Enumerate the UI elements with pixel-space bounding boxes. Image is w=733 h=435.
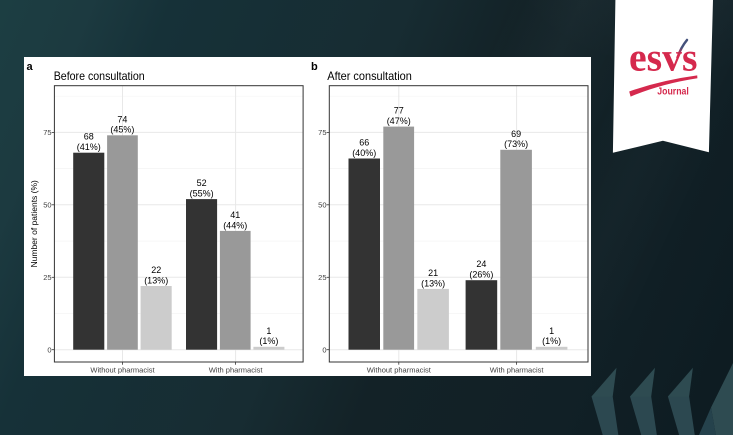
svg-text:50: 50 [318,201,326,210]
svg-text:1: 1 [549,326,554,336]
svg-text:(26%): (26%) [469,270,493,280]
svg-text:74: 74 [117,114,127,124]
svg-text:With pharmacist: With pharmacist [209,366,264,375]
svg-text:(1%): (1%) [542,336,561,346]
svg-text:(1%): (1%) [259,336,278,346]
svg-text:22: 22 [151,265,161,275]
svg-text:a: a [27,61,34,73]
svg-text:(40%): (40%) [352,148,376,158]
svg-text:52: 52 [197,178,207,188]
svg-text:25: 25 [43,273,51,282]
svg-text:1: 1 [266,326,271,336]
svg-text:50: 50 [43,201,51,210]
svg-text:77: 77 [394,106,404,116]
svg-text:Before consultation: Before consultation [54,69,145,83]
svg-text:After consultation: After consultation [327,69,412,83]
svg-text:(44%): (44%) [223,220,247,230]
svg-text:Without pharmacist: Without pharmacist [367,366,432,375]
svg-text:Without pharmacist: Without pharmacist [90,366,155,375]
svg-text:(41%): (41%) [77,142,101,152]
svg-text:(13%): (13%) [144,275,168,285]
svg-text:With pharmacist: With pharmacist [490,366,545,375]
svg-text:66: 66 [359,138,369,148]
svg-text:0: 0 [47,345,51,354]
svg-text:Journal: Journal [657,86,689,97]
svg-text:41: 41 [230,210,240,220]
svg-text:75: 75 [43,128,51,137]
svg-text:0: 0 [322,345,326,354]
svg-text:(47%): (47%) [387,116,411,126]
svg-text:(45%): (45%) [110,125,134,135]
svg-text:24: 24 [476,259,486,269]
svg-text:69: 69 [511,129,521,139]
svg-text:(73%): (73%) [504,139,528,149]
svg-text:(55%): (55%) [190,189,214,199]
svg-text:Number of patients (%): Number of patients (%) [29,180,39,268]
svg-text:68: 68 [84,132,94,142]
svg-text:21: 21 [428,268,438,278]
svg-text:75: 75 [318,128,326,137]
svg-text:25: 25 [318,273,326,282]
svg-text:(13%): (13%) [421,278,445,288]
svg-text:b: b [311,61,318,73]
